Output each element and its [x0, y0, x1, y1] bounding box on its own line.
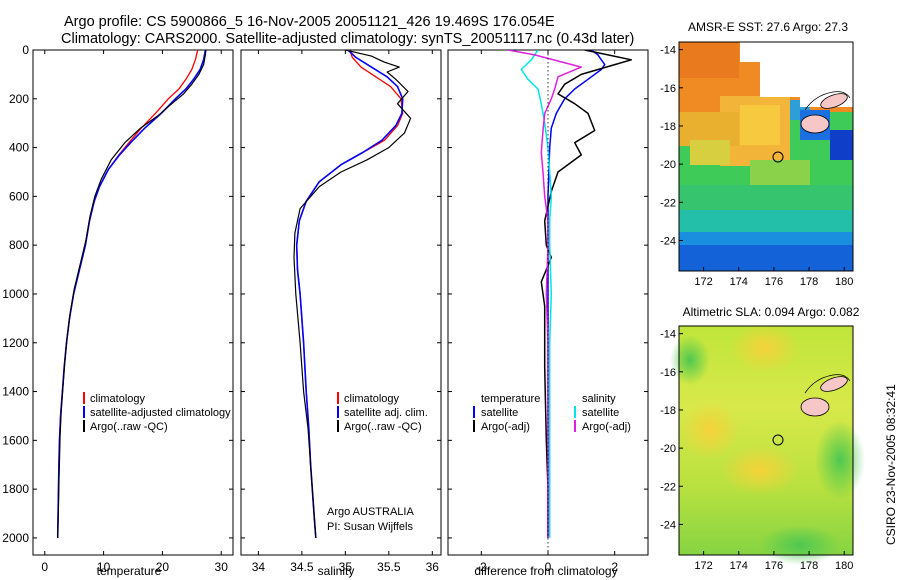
difference-legend: temperature salinity satellite Argo(-adj… [473, 393, 631, 433]
sst-map-field [679, 42, 853, 271]
salinity-axis-label: salinity [318, 564, 355, 578]
x-tick-label: 2 [611, 560, 618, 574]
difference-axis-label: difference from climatology [474, 564, 617, 578]
map-x-tick-label: 174 [730, 560, 748, 572]
figure-title-line2: Climatology: CARS2000. Satellite-adjuste… [61, 31, 634, 47]
map-y-tick-label: -20 [660, 159, 676, 171]
map-x-tick-label: 172 [694, 276, 712, 288]
map-y-tick-label: -24 [660, 235, 676, 247]
x-tick-label: 34 [252, 560, 266, 574]
sla-map-frame [678, 325, 854, 556]
x-tick-label: -2 [476, 560, 487, 574]
map-y-tick-label: -22 [660, 481, 676, 493]
legend-label-temp-argo: Argo(-adj) [481, 421, 530, 433]
salinity-legend: climatology satellite adj. clim. Argo(..… [337, 392, 428, 433]
x-tick-label: 34.5 [290, 560, 314, 574]
difference-axis-ticks: -2 0 2 [448, 49, 648, 574]
map-y-tick-label: -24 [660, 519, 676, 531]
x-tick-label: 0 [41, 560, 48, 574]
temperature-series [56, 50, 207, 538]
legend-header-temperature: temperature [481, 393, 540, 405]
temperature-legend: climatology satellite-adjusted climatolo… [83, 392, 231, 433]
map-x-tick-label: 180 [835, 276, 853, 288]
map-y-tick-label: -14 [660, 45, 676, 57]
series-climatology [296, 50, 404, 538]
temperature-axis-label: temperature [97, 564, 162, 578]
legend-header-salinity: salinity [582, 393, 616, 405]
map-x-tick-label: 178 [800, 276, 818, 288]
legend-label-climatology: climatology [344, 393, 400, 405]
x-tick-label: 35 [339, 560, 353, 574]
x-tick-label: 10 [97, 560, 111, 574]
map-y-tick-label: -16 [660, 83, 676, 95]
x-tick-label: 36 [426, 560, 440, 574]
map-x-tick-label: 176 [765, 560, 783, 572]
y-tick-label: 1000 [2, 287, 29, 301]
y-tick-label: 0 [22, 43, 29, 57]
series-argo-raw-qc [293, 50, 412, 538]
salinity-axis-ticks: 34 34.5 35 35.5 36 [241, 49, 441, 574]
sst-map-axis-ticks: 172 174 176 178 180 -14 -16 -18 -20 -22 -24 [660, 45, 853, 288]
series-satellite-adj-clim [295, 50, 404, 538]
sst-map-frame [678, 41, 854, 272]
y-tick-label: 1800 [2, 482, 29, 496]
salinity-plot-frame [240, 49, 442, 556]
map-x-tick-label: 180 [835, 560, 853, 572]
timestamp: CSIRO 23-Nov-2005 08:32:41 [884, 384, 898, 545]
series-satellite-adjusted-climatology [56, 50, 207, 538]
temperature-axis-ticks: 0 10 20 30 0 200 400 600 800 1000 1200 1400 1600 1800… [2, 43, 233, 574]
x-tick-label: 20 [156, 560, 170, 574]
legend-label-satellite: satellite adj. clim. [344, 407, 428, 419]
series-climatology [57, 50, 199, 538]
map-x-tick-label: 176 [765, 276, 783, 288]
sla-map-title: Altimetric SLA: 0.094 Argo: 0.082 [683, 305, 860, 319]
y-tick-label: 1600 [2, 433, 29, 447]
map-y-tick-label: -14 [660, 329, 676, 341]
map-x-tick-label: 172 [694, 560, 712, 572]
x-tick-label: 30 [215, 560, 229, 574]
y-tick-label: 800 [9, 238, 29, 252]
map-y-tick-label: -18 [660, 405, 676, 417]
sst-argo-position-marker [772, 151, 784, 163]
y-tick-label: 1400 [2, 385, 29, 399]
legend-label-satellite: satellite-adjusted climatology [90, 407, 231, 419]
argo-credit: Argo AUSTRALIA [327, 506, 414, 518]
map-y-tick-label: -22 [660, 197, 676, 209]
legend-label-sal-satellite: satellite [582, 407, 619, 419]
series-salinity-satellite [520, 50, 553, 538]
x-tick-label: 0 [545, 560, 552, 574]
legend-label-sal-argo: Argo(-adj) [582, 421, 631, 433]
legend-label-argo: Argo(..raw -QC) [344, 421, 422, 433]
sst-map-title: AMSR-E SST: 27.6 Argo: 27.3 [688, 20, 848, 34]
series-argo-raw-qc [57, 50, 207, 538]
y-tick-label: 2000 [2, 531, 29, 545]
figure-title-line1: Argo profile: CS 5900866_5 16-Nov-2005 2… [64, 14, 555, 30]
x-tick-label: 35.5 [377, 560, 401, 574]
legend-label-climatology: climatology [90, 393, 146, 405]
legend-label-temp-satellite: satellite [481, 407, 518, 419]
sla-map-axis-ticks: 172 174 176 178 180 -14 -16 -18 -20 -22 -24 [660, 329, 853, 572]
temperature-plot-frame [32, 49, 234, 556]
y-tick-label: 1200 [2, 336, 29, 350]
map-x-tick-label: 174 [730, 276, 748, 288]
y-tick-label: 400 [9, 141, 29, 155]
y-tick-label: 600 [9, 189, 29, 203]
map-y-tick-label: -20 [660, 443, 676, 455]
map-y-tick-label: -18 [660, 121, 676, 133]
sla-argo-position-marker [772, 434, 784, 446]
y-tick-label: 200 [9, 92, 29, 106]
series-temperature-satellite [547, 50, 606, 538]
sla-map-field [670, 323, 865, 565]
pi-credit: PI: Susan Wijffels [327, 521, 413, 533]
salinity-series [293, 50, 412, 538]
difference-series [507, 50, 633, 555]
series-temperature-argo-adj [540, 50, 633, 538]
legend-label-argo: Argo(..raw -QC) [90, 421, 168, 433]
map-x-tick-label: 178 [800, 560, 818, 572]
map-y-tick-label: -16 [660, 367, 676, 379]
